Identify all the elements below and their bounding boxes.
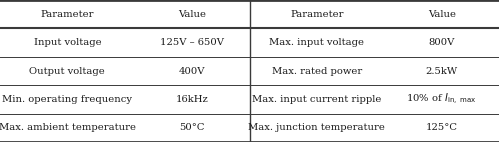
Text: Parameter: Parameter — [40, 10, 94, 19]
Text: 400V: 400V — [179, 66, 206, 76]
Text: Min. operating frequency: Min. operating frequency — [2, 95, 132, 104]
Text: 50°C: 50°C — [179, 123, 205, 132]
Text: Max. ambient temperature: Max. ambient temperature — [0, 123, 136, 132]
Text: Input voltage: Input voltage — [33, 38, 101, 47]
Text: 125V – 650V: 125V – 650V — [160, 38, 224, 47]
Text: 10% of $\mathit{I}_{\rm{in,\ max}}$: 10% of $\mathit{I}_{\rm{in,\ max}}$ — [406, 92, 477, 107]
Text: 800V: 800V — [429, 38, 455, 47]
Text: Max. input voltage: Max. input voltage — [269, 38, 364, 47]
Text: 2.5kW: 2.5kW — [426, 66, 458, 76]
Text: Max. rated power: Max. rated power — [272, 66, 362, 76]
Text: 16kHz: 16kHz — [176, 95, 209, 104]
Text: Max. junction temperature: Max. junction temperature — [249, 123, 385, 132]
Text: Value: Value — [178, 10, 206, 19]
Text: 125°C: 125°C — [426, 123, 458, 132]
Text: Parameter: Parameter — [290, 10, 344, 19]
Text: Max. input current ripple: Max. input current ripple — [252, 95, 382, 104]
Text: Output voltage: Output voltage — [29, 66, 105, 76]
Text: Value: Value — [428, 10, 456, 19]
